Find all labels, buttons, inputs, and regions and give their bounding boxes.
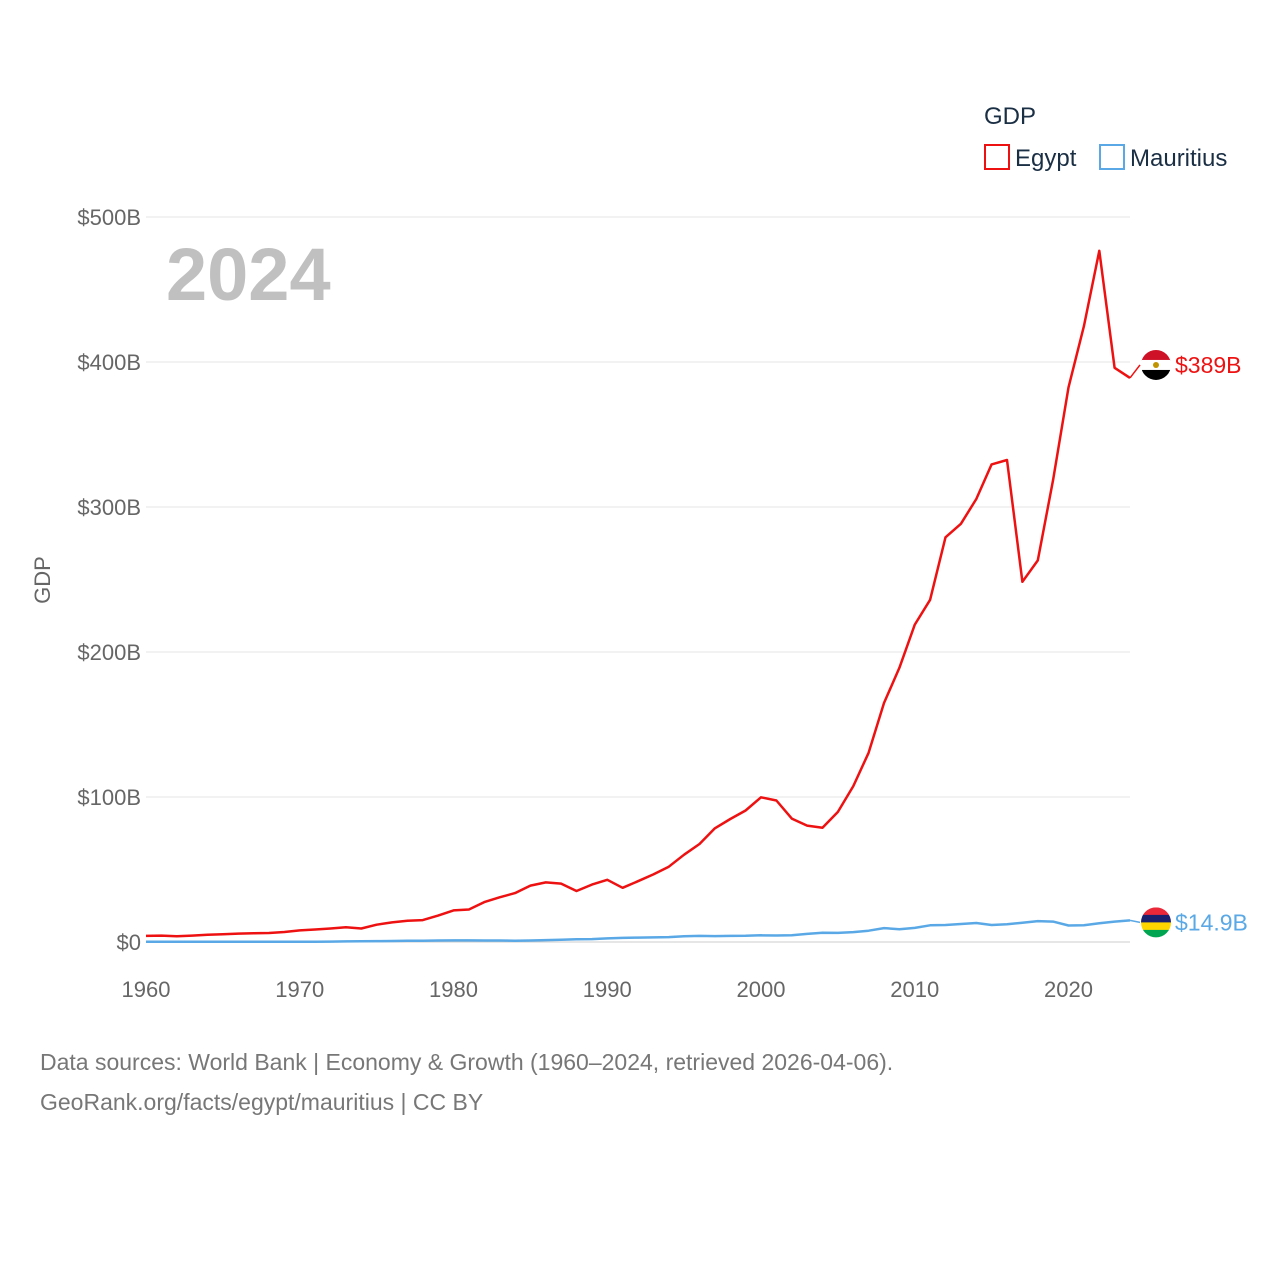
current-year-label: 2024 [166,233,331,316]
legend-item-egypt[interactable]: Egypt [984,144,1077,172]
x-axis-tick-labels: 1960 1970 1980 1990 2000 2010 2020 [122,977,1093,1002]
y-tick-label: $0 [117,930,141,955]
legend-item-mauritius[interactable]: Mauritius [1099,144,1227,172]
series-line-mauritius [146,919,1131,943]
footer-attribution: GeoRank.org/facts/egypt/mauritius | CC B… [40,1089,484,1115]
x-tick-label: 1980 [429,977,478,1002]
legend-title: GDP [984,103,1036,130]
end-value-label-egypt: $389B [1175,352,1242,378]
legend-label-egypt: Egypt [1015,145,1077,172]
legend-swatch-egypt [984,144,1010,170]
gridlines [146,216,1130,943]
end-value-label-mauritius: $14.9B [1175,909,1248,935]
legend-swatch-mauritius [1099,144,1125,170]
y-tick-label: $200B [77,640,141,665]
x-tick-label: 2010 [890,977,939,1002]
mauritius-flag-icon [1141,907,1171,938]
end-connector [1129,919,1141,924]
y-tick-label: $400B [77,350,141,375]
y-tick-label: $100B [77,785,141,810]
series-lines [145,249,1131,943]
x-tick-label: 1990 [583,977,632,1002]
x-tick-label: 1970 [275,977,324,1002]
series-line-egypt [145,249,1131,938]
y-tick-label: $300B [77,495,141,520]
footer-source-note: Data sources: World Bank | Economy & Gro… [40,1042,1240,1122]
y-tick-label: $500B [77,205,141,230]
footer-data-sources: Data sources: World Bank | Economy & Gro… [40,1049,894,1075]
legend-label-mauritius: Mauritius [1130,145,1227,172]
x-tick-label: 2000 [737,977,786,1002]
x-tick-label: 1960 [122,977,171,1002]
y-axis-title: GDP [30,556,55,604]
end-markers: $389B $14.9B [1129,349,1248,938]
y-axis-tick-labels: $0 $100B $200B $300B $400B $500B [77,205,141,955]
end-connector [1129,364,1141,379]
egypt-flag-icon [1141,349,1171,380]
x-tick-label: 2020 [1044,977,1093,1002]
legend: GDP Egypt Mauritius [984,103,1227,172]
